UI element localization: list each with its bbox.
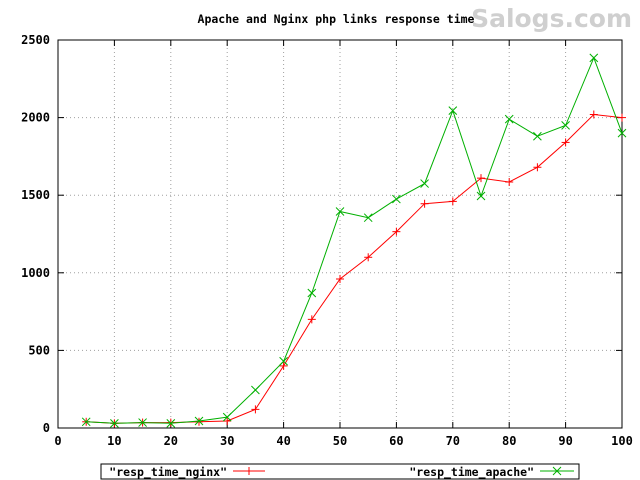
data-point bbox=[477, 174, 485, 183]
data-point bbox=[504, 114, 514, 124]
legend-box bbox=[100, 463, 580, 480]
series-1 bbox=[81, 53, 627, 428]
y-tick-label: 1500 bbox=[21, 188, 50, 202]
series-line bbox=[86, 56, 623, 424]
x-tick-label: 0 bbox=[54, 434, 61, 448]
x-tick-label: 20 bbox=[164, 434, 178, 448]
x-tick-label: 40 bbox=[276, 434, 290, 448]
x-tick-label: 80 bbox=[502, 434, 516, 448]
series-layer bbox=[81, 53, 627, 428]
x-tick-label: 90 bbox=[558, 434, 572, 448]
data-point bbox=[533, 131, 542, 141]
y-axis-tick-labels: 0 500 1000 1500 2000 2500 bbox=[21, 33, 50, 435]
x-axis-tick-labels: 0 10 20 30 40 50 60 70 80 90 100 bbox=[54, 434, 632, 448]
data-point bbox=[561, 121, 570, 130]
data-point bbox=[138, 418, 147, 427]
data-point bbox=[420, 199, 429, 208]
x-tick-label: 100 bbox=[611, 434, 633, 448]
data-point bbox=[533, 163, 542, 172]
data-point bbox=[589, 53, 599, 63]
data-point bbox=[336, 275, 344, 284]
x-tick-label: 50 bbox=[333, 434, 347, 448]
data-point bbox=[448, 106, 458, 115]
data-point bbox=[589, 110, 598, 119]
data-point bbox=[110, 418, 119, 428]
data-point bbox=[81, 417, 91, 427]
legend-label: "resp_time_nginx" bbox=[109, 465, 227, 480]
data-point bbox=[251, 385, 260, 395]
data-point bbox=[194, 416, 204, 426]
data-point bbox=[448, 197, 457, 206]
grid-lines bbox=[58, 40, 622, 428]
data-point bbox=[195, 417, 203, 426]
x-tick-label: 60 bbox=[389, 434, 403, 448]
x-tick-label: 30 bbox=[220, 434, 234, 448]
data-point bbox=[222, 412, 232, 422]
data-point bbox=[505, 178, 514, 187]
data-point bbox=[618, 113, 626, 122]
data-point bbox=[392, 194, 401, 204]
legend-marker bbox=[552, 466, 562, 476]
data-point bbox=[335, 207, 345, 216]
watermark-logo: Salogs.com bbox=[471, 4, 632, 33]
data-point bbox=[561, 138, 570, 147]
data-point bbox=[251, 405, 260, 414]
y-tick-label: 0 bbox=[43, 421, 50, 435]
data-point bbox=[166, 418, 176, 428]
data-point bbox=[364, 253, 373, 262]
data-point bbox=[307, 288, 317, 298]
data-point bbox=[223, 417, 232, 426]
data-point bbox=[279, 356, 288, 366]
data-point bbox=[420, 179, 429, 188]
data-point bbox=[279, 361, 288, 370]
data-point bbox=[476, 191, 486, 201]
y-tick-label: 2500 bbox=[21, 33, 50, 47]
legend: "resp_time_nginx" "resp_time_apache" bbox=[100, 463, 580, 480]
y-tick-label: 2000 bbox=[21, 111, 50, 125]
x-tick-label: 70 bbox=[446, 434, 460, 448]
data-point bbox=[166, 418, 175, 427]
legend-marker bbox=[245, 467, 253, 475]
data-point bbox=[307, 315, 316, 324]
y-tick-label: 1000 bbox=[21, 266, 50, 280]
data-point bbox=[363, 213, 373, 223]
data-point bbox=[392, 227, 401, 236]
x-tick-label: 10 bbox=[107, 434, 121, 448]
y-tick-label: 500 bbox=[28, 343, 50, 357]
legend-label: "resp_time_apache" bbox=[409, 465, 534, 480]
chart-title: Apache and Nginx php links response time bbox=[198, 12, 475, 26]
data-point bbox=[617, 128, 627, 138]
